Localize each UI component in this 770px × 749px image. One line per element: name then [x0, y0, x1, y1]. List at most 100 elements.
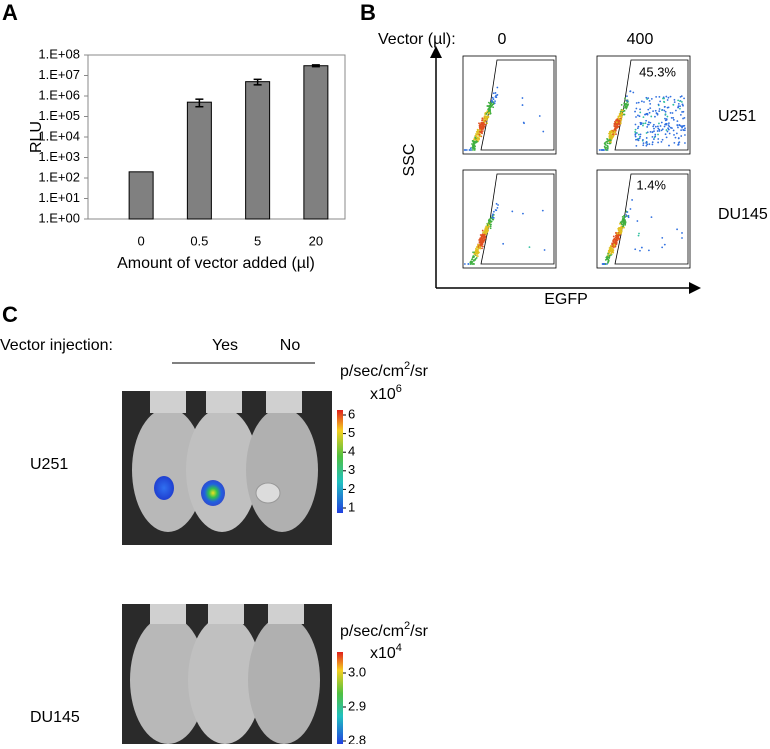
event-dot — [631, 199, 633, 201]
event-dot — [613, 238, 616, 241]
event-dot — [495, 202, 498, 205]
scale-multiplier: x104 — [370, 642, 402, 662]
event-dot — [612, 251, 615, 254]
event-dot — [626, 99, 628, 102]
event-dot — [623, 226, 625, 229]
color-bar — [337, 410, 343, 513]
row-label: U251 — [30, 456, 68, 473]
event-dot — [634, 135, 637, 138]
event-dot — [665, 136, 668, 139]
event-dot — [677, 106, 680, 109]
event-dot — [614, 123, 617, 125]
event-dot — [491, 216, 494, 219]
event-dot — [661, 108, 664, 111]
event-dot — [684, 134, 686, 136]
event-dot — [494, 209, 497, 211]
event-dot — [471, 146, 474, 148]
event-dot — [489, 217, 492, 220]
event-dot — [474, 136, 477, 139]
y-tick-label: 1.E+00 — [38, 210, 80, 225]
event-dot — [643, 101, 645, 103]
event-dot — [616, 237, 619, 240]
x-tick-label: 20 — [309, 233, 323, 248]
column-label: 400 — [627, 31, 654, 48]
event-dot — [528, 246, 531, 249]
event-dot — [620, 232, 622, 235]
event-dot — [681, 232, 683, 234]
event-dot — [619, 113, 621, 116]
event-dot — [655, 112, 658, 114]
event-dot — [664, 110, 667, 113]
group-label: Yes — [212, 337, 238, 354]
event-dot — [614, 240, 617, 242]
row-label: U251 — [718, 108, 756, 125]
error-bar — [195, 98, 204, 108]
event-dot — [642, 138, 644, 141]
event-dot — [659, 100, 662, 103]
event-dot — [676, 124, 679, 126]
event-dot — [476, 130, 479, 133]
event-dot — [663, 125, 666, 128]
event-dot — [629, 90, 632, 93]
event-dot — [538, 115, 541, 117]
event-dot — [640, 246, 643, 249]
flow-panel: Vector (µl): 0 400 SSC EGFP U251 DU145 4… — [378, 31, 768, 308]
event-dot — [626, 104, 629, 107]
event-dot — [492, 92, 495, 95]
event-dot — [644, 113, 646, 116]
event-dot — [663, 109, 666, 112]
bar-chart: RLU Amount of vector added (µl) 1.E+00 1.… — [28, 46, 346, 272]
event-dot — [492, 218, 495, 221]
bar — [245, 81, 271, 220]
event-dot — [480, 123, 483, 126]
event-dot — [670, 116, 673, 119]
event-dot — [651, 141, 654, 144]
event-dot — [637, 101, 640, 104]
event-dot — [640, 122, 643, 124]
scale-tick-label: 2.8 — [348, 732, 366, 744]
event-dot — [621, 113, 623, 115]
event-dot — [491, 96, 494, 99]
event-dot — [661, 128, 664, 131]
y-axis-title: SSC — [401, 144, 418, 177]
event-dot — [657, 103, 660, 106]
event-dot — [635, 107, 638, 110]
event-dot — [639, 135, 642, 138]
event-dot — [663, 243, 666, 246]
event-dot — [642, 124, 644, 127]
color-bar — [337, 652, 343, 744]
event-dot — [653, 130, 655, 133]
event-dot — [542, 130, 545, 133]
event-dot — [679, 105, 681, 108]
x-axis-title: EGFP — [544, 291, 588, 308]
event-dot — [678, 124, 681, 126]
gate — [480, 173, 555, 265]
event-dot — [645, 132, 648, 134]
event-dot — [649, 121, 652, 124]
event-dot — [681, 103, 684, 106]
event-dot — [677, 137, 680, 140]
event-dot — [656, 130, 659, 132]
event-dot — [635, 138, 637, 141]
event-dot — [635, 116, 637, 118]
event-dot — [654, 125, 657, 128]
event-dot — [645, 119, 648, 122]
event-dot — [661, 138, 664, 141]
event-dot — [612, 235, 615, 238]
event-dot — [667, 96, 670, 99]
panel-label: B — [360, 0, 376, 25]
event-dot — [664, 119, 667, 122]
event-dot — [637, 234, 640, 237]
event-dot — [680, 95, 683, 98]
event-dot — [657, 141, 660, 144]
scale-tick-label: 3 — [348, 462, 355, 477]
event-dot — [607, 261, 609, 264]
event-dot — [616, 124, 619, 127]
event-dot — [617, 117, 620, 119]
event-dot — [482, 245, 484, 248]
event-dot — [619, 122, 622, 124]
unit-part: /sr — [410, 623, 428, 640]
event-dot — [682, 117, 684, 120]
unit-exp: 2 — [404, 620, 410, 632]
event-dot — [606, 147, 609, 150]
